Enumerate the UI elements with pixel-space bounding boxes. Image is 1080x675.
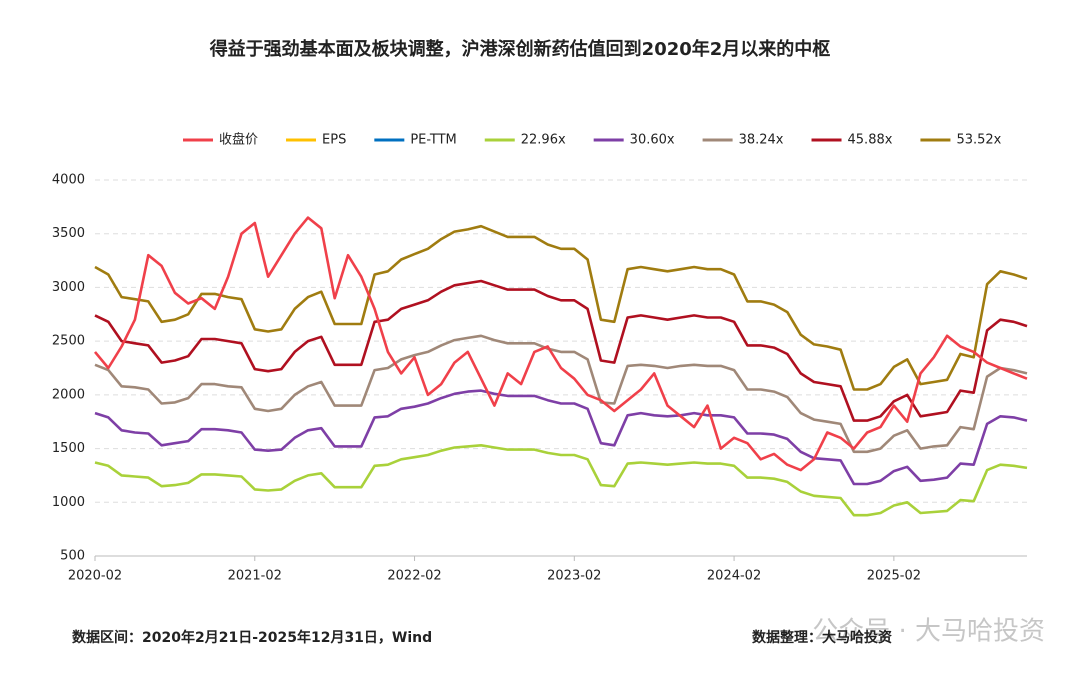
legend-label: 53.52x <box>956 133 1001 148</box>
series-line <box>94 279 1028 422</box>
x-tick-label: 2021-02 <box>228 569 282 584</box>
chart-title: 得益于强劲基本面及板块调整，沪港深创新药估值回到2020年2月以来的中枢 <box>209 38 831 60</box>
series-line <box>94 224 1028 391</box>
legend-label: 45.88x <box>848 133 893 148</box>
series-line <box>94 334 1028 454</box>
y-tick-label: 500 <box>60 549 85 564</box>
x-tick-label: 2023-02 <box>547 569 601 584</box>
y-tick-label: 4000 <box>52 173 85 188</box>
y-tick-label: 2000 <box>52 387 85 402</box>
y-tick-label: 1000 <box>52 495 85 510</box>
legend-label: EPS <box>322 133 346 148</box>
x-tick-label: 2024-02 <box>707 569 761 584</box>
y-tick-label: 3500 <box>52 226 85 241</box>
credit-note: 数据整理：大马哈投资 <box>752 629 892 646</box>
legend-label: 收盘价 <box>219 132 258 148</box>
x-tick-label: 2022-02 <box>387 569 441 584</box>
series-line <box>94 444 1028 517</box>
x-tick-label: 2025-02 <box>867 569 921 584</box>
source-note: 数据区间：2020年2月21日-2025年12月31日，Wind <box>72 629 432 646</box>
y-tick-label: 2500 <box>52 334 85 349</box>
legend-label: 22.96x <box>521 133 566 148</box>
series-line <box>93 216 1028 472</box>
legend-label: 30.60x <box>630 133 675 148</box>
series-line <box>94 389 1028 486</box>
legend-label: 38.24x <box>739 133 784 148</box>
y-tick-label: 1500 <box>52 441 85 456</box>
watermark: 公众号 · 大马哈投资 <box>812 617 1045 647</box>
x-tick-label: 2020-02 <box>68 569 122 584</box>
y-tick-label: 3000 <box>52 280 85 295</box>
legend-label: PE-TTM <box>410 133 456 148</box>
